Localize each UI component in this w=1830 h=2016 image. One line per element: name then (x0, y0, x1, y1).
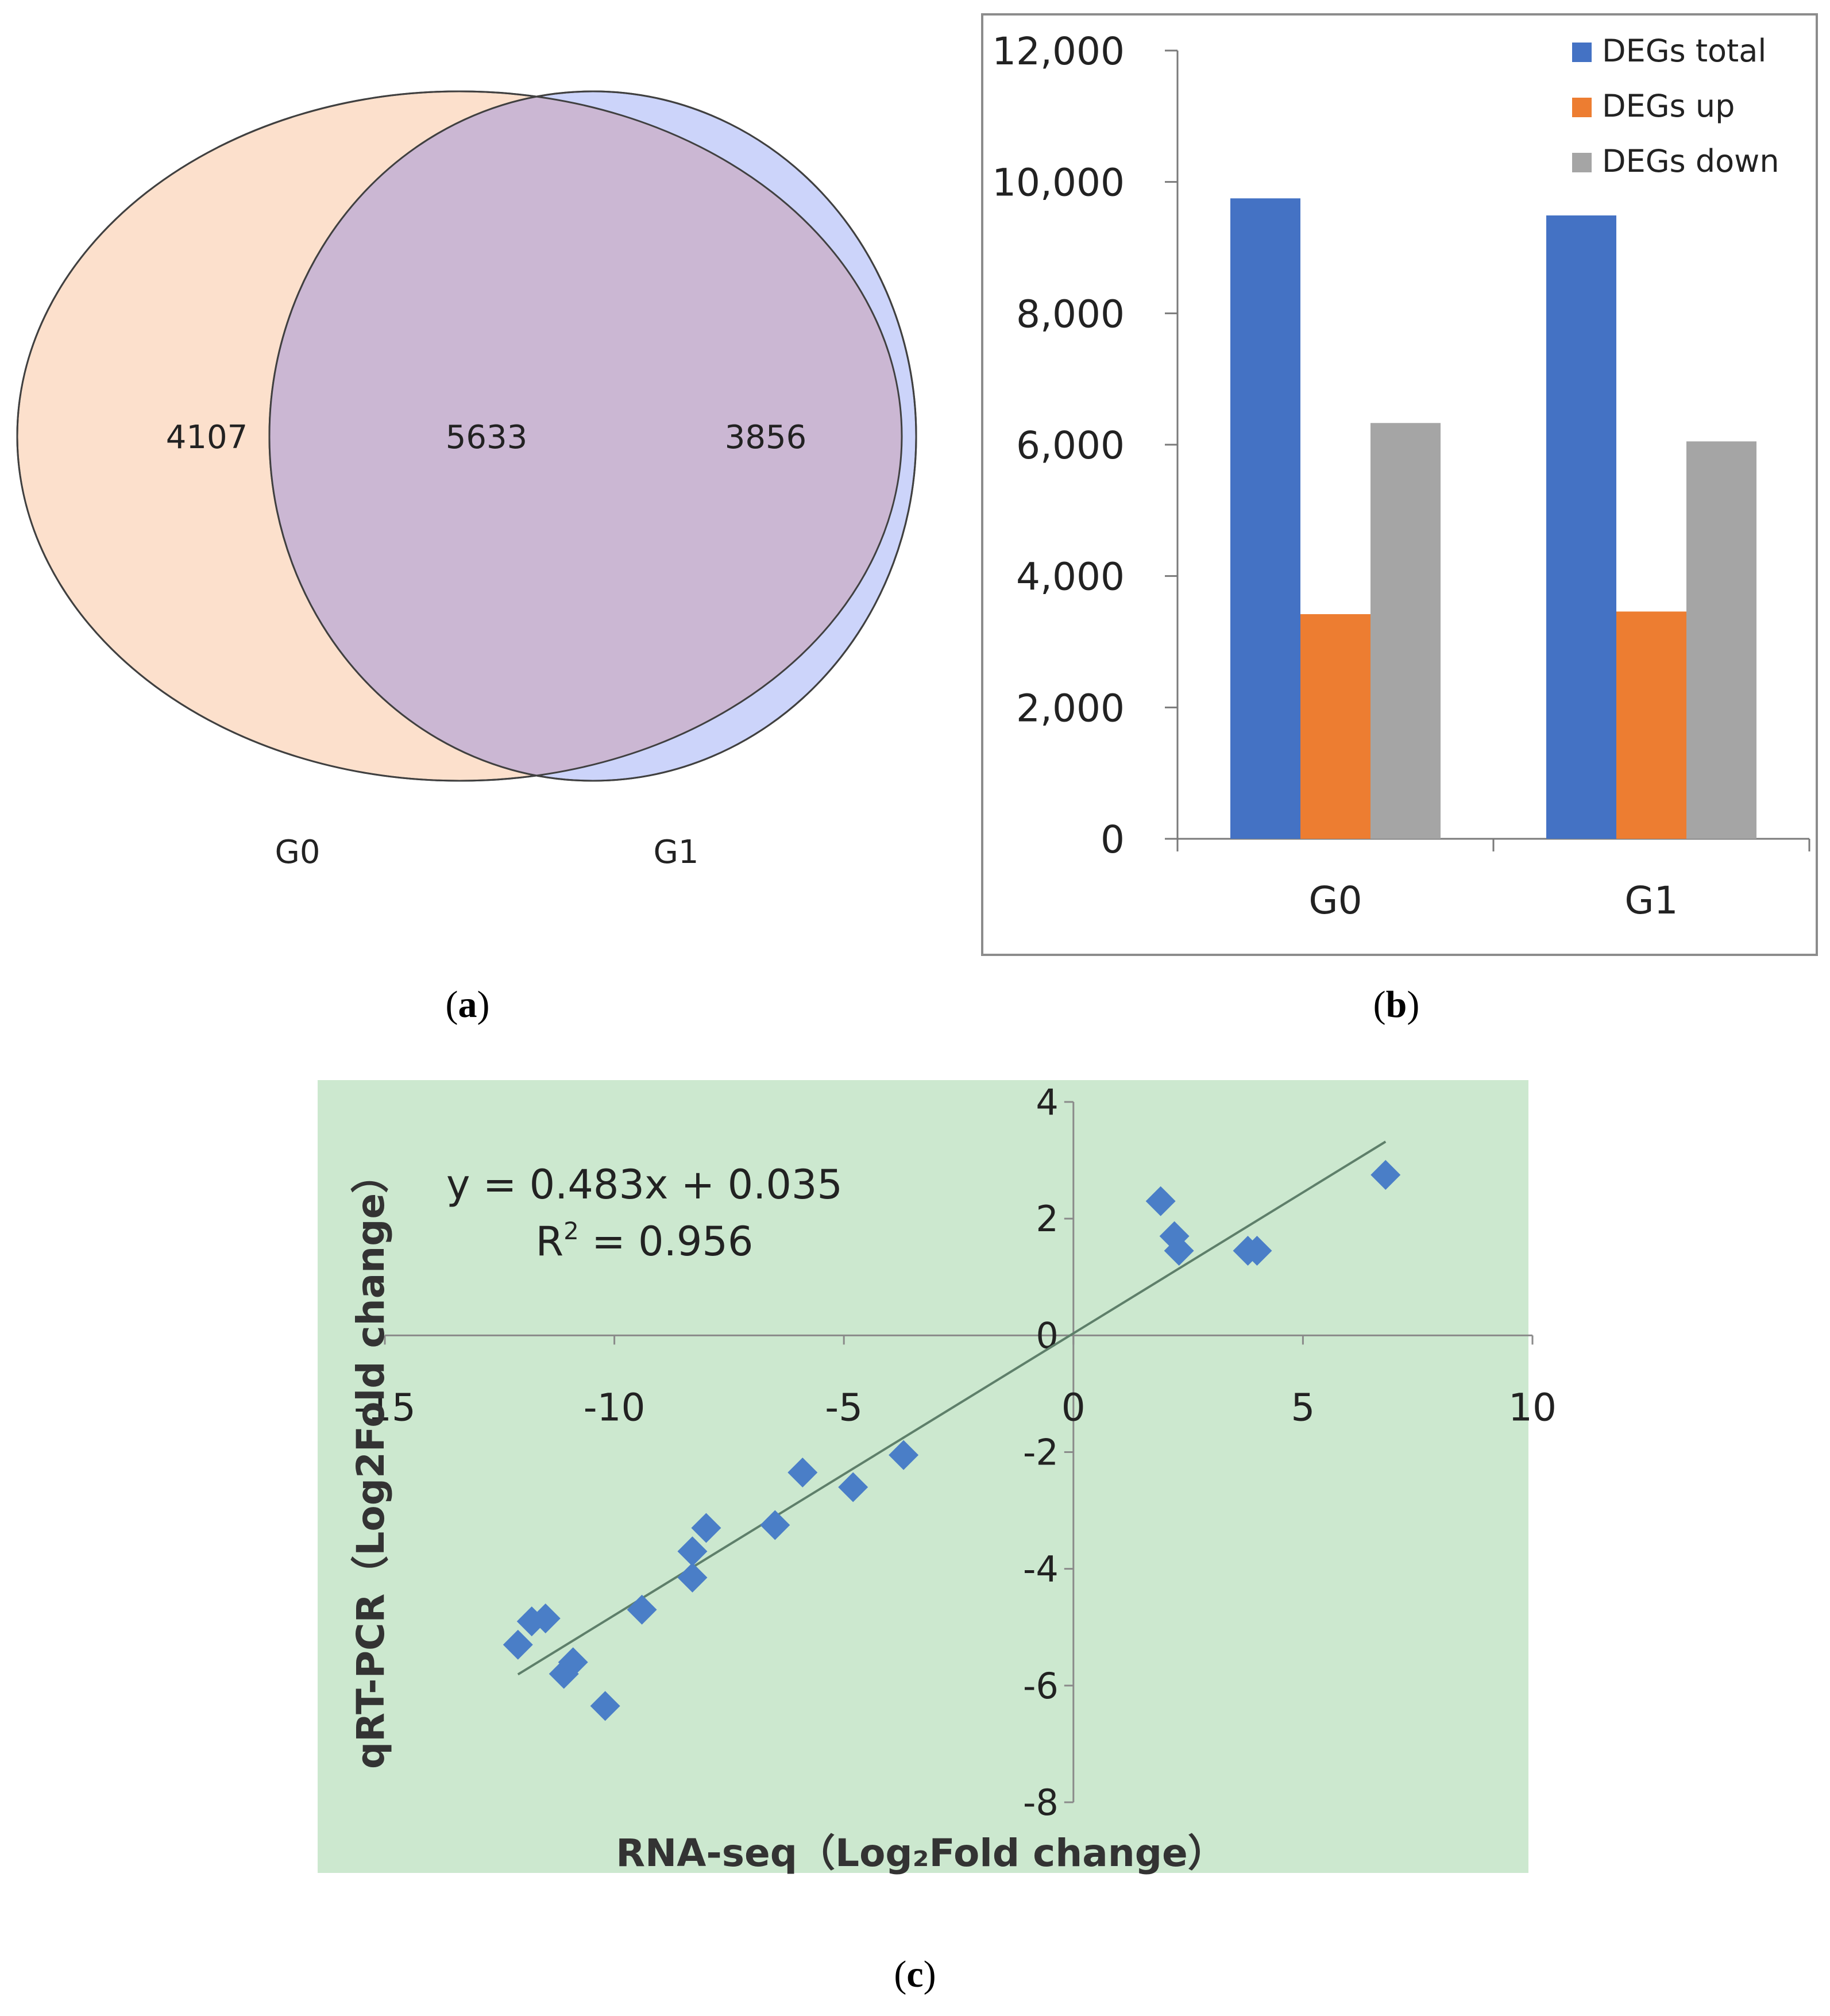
bar-degs-up-g1 (1616, 611, 1686, 839)
bar-degs-total-g0 (1230, 198, 1300, 839)
venn-g1-label: G1 (653, 834, 698, 871)
legend-swatch-total (1572, 43, 1592, 62)
scatter-point (760, 1510, 790, 1540)
scatter-x-tick-label: 5 (1291, 1385, 1315, 1429)
scatter-y-tick-label: -4 (1023, 1548, 1059, 1590)
scatter-point (691, 1513, 721, 1543)
scatter-point (590, 1691, 620, 1721)
scatter-background (318, 1080, 1528, 1873)
venn-diagram: 4107 5633 3856 G0 G1 (16, 90, 917, 871)
venn-overlap (269, 91, 902, 781)
scatter-point (889, 1440, 919, 1470)
scatter-y-tick-label: -6 (1023, 1665, 1059, 1707)
venn-outline-g0 (16, 90, 903, 782)
scatter-y-axis-title: qRT-PCR（Log2Fold change） (349, 1155, 393, 1769)
bar-y-tick-label: 2,000 (1016, 686, 1125, 730)
bar-y-tick-label: 4,000 (1016, 555, 1125, 599)
r-squared: R2 = 0.956 (536, 1217, 754, 1265)
panel-label-a: (a) (446, 984, 490, 1026)
bar-degs-down-g1 (1686, 441, 1756, 839)
legend-label-total: DEGs total (1602, 33, 1766, 69)
bar-category-label: G0 (1308, 878, 1362, 923)
venn-g0-only-count: 4107 (166, 419, 248, 456)
scatter-point (530, 1603, 561, 1634)
scatter-x-tick-label: 0 (1061, 1385, 1086, 1429)
venn-g1-only-count: 3856 (725, 419, 807, 456)
legend-label-down: DEGs down (1602, 143, 1779, 179)
scatter-point (1370, 1159, 1401, 1190)
scatter-x-tick-label: -15 (354, 1385, 416, 1429)
scatter-point (503, 1629, 533, 1660)
bar-y-tick-label: 8,000 (1016, 292, 1125, 336)
scatter-point (1242, 1236, 1272, 1266)
bar-y-tick-label: 0 (1101, 818, 1125, 862)
bar-degs-down-g0 (1370, 423, 1441, 839)
bar-y-tick-label: 12,000 (992, 29, 1125, 74)
bar-category-label: G1 (1624, 878, 1678, 923)
scatter-point (838, 1472, 868, 1502)
scatter-y-tick-label: -8 (1023, 1782, 1059, 1824)
scatter-points (503, 1159, 1401, 1721)
scatter-point (787, 1458, 818, 1488)
bar-series (1230, 198, 1756, 839)
scatter-point (1145, 1186, 1176, 1216)
scatter-y-tick-label: 4 (1036, 1081, 1058, 1123)
scatter-x-tick-label: 10 (1508, 1385, 1557, 1429)
scatter-x-tick-label: -5 (825, 1385, 863, 1429)
scatter-point (677, 1562, 708, 1593)
bar-y-tick-label: 10,000 (992, 161, 1125, 205)
bar-y-axis: 0 2,000 4,000 6,000 8,000 10,000 12,000 (992, 29, 1810, 862)
scatter-point (558, 1647, 588, 1678)
venn-outline-g1 (268, 90, 917, 782)
bar-legend: DEGs total DEGs up DEGs down (1572, 33, 1779, 179)
bar-chart: 0 2,000 4,000 6,000 8,000 10,000 12,000 G0 G1 D… (981, 13, 1818, 956)
scatter-x-axis-title: RNA-seq（Log₂Fold change） (616, 1831, 1226, 1875)
venn-intersection-count: 5633 (446, 419, 528, 456)
trendline-equation: y = 0.483x + 0.035 (446, 1161, 843, 1208)
bar-x-axis: G0 G1 (1308, 878, 1678, 923)
bar-y-tick-label: 6,000 (1016, 423, 1125, 468)
panel-label-b: (b) (1373, 984, 1420, 1026)
legend-label-up: DEGs up (1602, 88, 1735, 124)
scatter-x-tick-label: -10 (584, 1385, 646, 1429)
venn-g0-label: G0 (275, 834, 320, 871)
trendline (517, 1140, 1387, 1676)
bar-degs-up-g0 (1300, 614, 1370, 839)
scatter-point (1164, 1236, 1194, 1266)
scatter-point (677, 1536, 708, 1567)
legend-swatch-up (1572, 98, 1592, 117)
bar-degs-total-g1 (1546, 215, 1616, 839)
legend-swatch-down (1572, 153, 1592, 172)
scatter-point (627, 1594, 657, 1625)
scatter-y-tick-label: -2 (1023, 1432, 1059, 1474)
scatter-y-tick-label: 2 (1036, 1198, 1058, 1240)
panel-label-c: (c) (894, 1953, 936, 1995)
